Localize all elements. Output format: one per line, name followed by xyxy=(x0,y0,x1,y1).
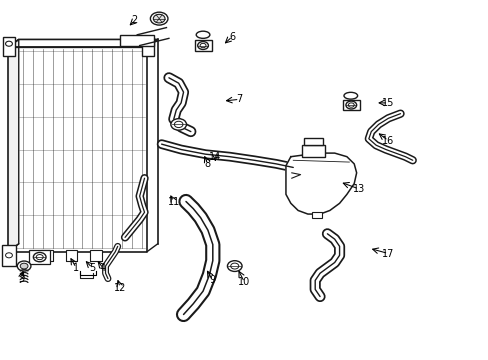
Polygon shape xyxy=(8,47,147,252)
FancyBboxPatch shape xyxy=(120,35,154,45)
Polygon shape xyxy=(8,40,158,47)
Circle shape xyxy=(347,103,353,107)
Circle shape xyxy=(153,14,164,23)
Circle shape xyxy=(170,119,186,130)
Circle shape xyxy=(227,261,242,271)
Text: 7: 7 xyxy=(236,94,242,104)
FancyBboxPatch shape xyxy=(342,100,359,110)
Text: 14: 14 xyxy=(209,152,221,162)
Text: 6: 6 xyxy=(229,32,235,41)
Text: 1: 1 xyxy=(73,263,79,273)
FancyBboxPatch shape xyxy=(90,250,102,261)
Text: 2: 2 xyxy=(131,15,138,26)
FancyBboxPatch shape xyxy=(29,250,50,264)
Circle shape xyxy=(33,252,46,262)
FancyBboxPatch shape xyxy=(3,37,15,56)
FancyBboxPatch shape xyxy=(302,145,325,157)
FancyBboxPatch shape xyxy=(41,250,53,261)
Text: 4: 4 xyxy=(100,263,106,273)
Text: 3: 3 xyxy=(18,274,24,284)
Text: 11: 11 xyxy=(167,197,180,207)
Circle shape xyxy=(200,43,205,48)
FancyBboxPatch shape xyxy=(304,138,323,145)
Circle shape xyxy=(230,263,238,269)
Text: 17: 17 xyxy=(382,248,394,258)
Polygon shape xyxy=(291,173,300,178)
Polygon shape xyxy=(8,40,19,252)
FancyBboxPatch shape xyxy=(311,212,321,218)
Circle shape xyxy=(150,12,167,25)
Text: 13: 13 xyxy=(352,184,365,194)
Circle shape xyxy=(17,261,31,271)
Text: 16: 16 xyxy=(382,136,394,145)
Text: 5: 5 xyxy=(89,263,95,273)
Text: 9: 9 xyxy=(209,275,215,285)
FancyBboxPatch shape xyxy=(65,250,77,261)
Text: 10: 10 xyxy=(238,277,250,287)
FancyBboxPatch shape xyxy=(142,39,154,56)
FancyBboxPatch shape xyxy=(2,244,16,266)
Polygon shape xyxy=(285,153,356,214)
Text: 8: 8 xyxy=(204,159,210,169)
Text: 12: 12 xyxy=(114,283,126,293)
Circle shape xyxy=(197,41,208,49)
Text: 15: 15 xyxy=(382,98,394,108)
FancyBboxPatch shape xyxy=(194,40,211,51)
Circle shape xyxy=(174,121,183,127)
Circle shape xyxy=(20,263,28,269)
Circle shape xyxy=(345,101,356,109)
Circle shape xyxy=(36,255,43,260)
